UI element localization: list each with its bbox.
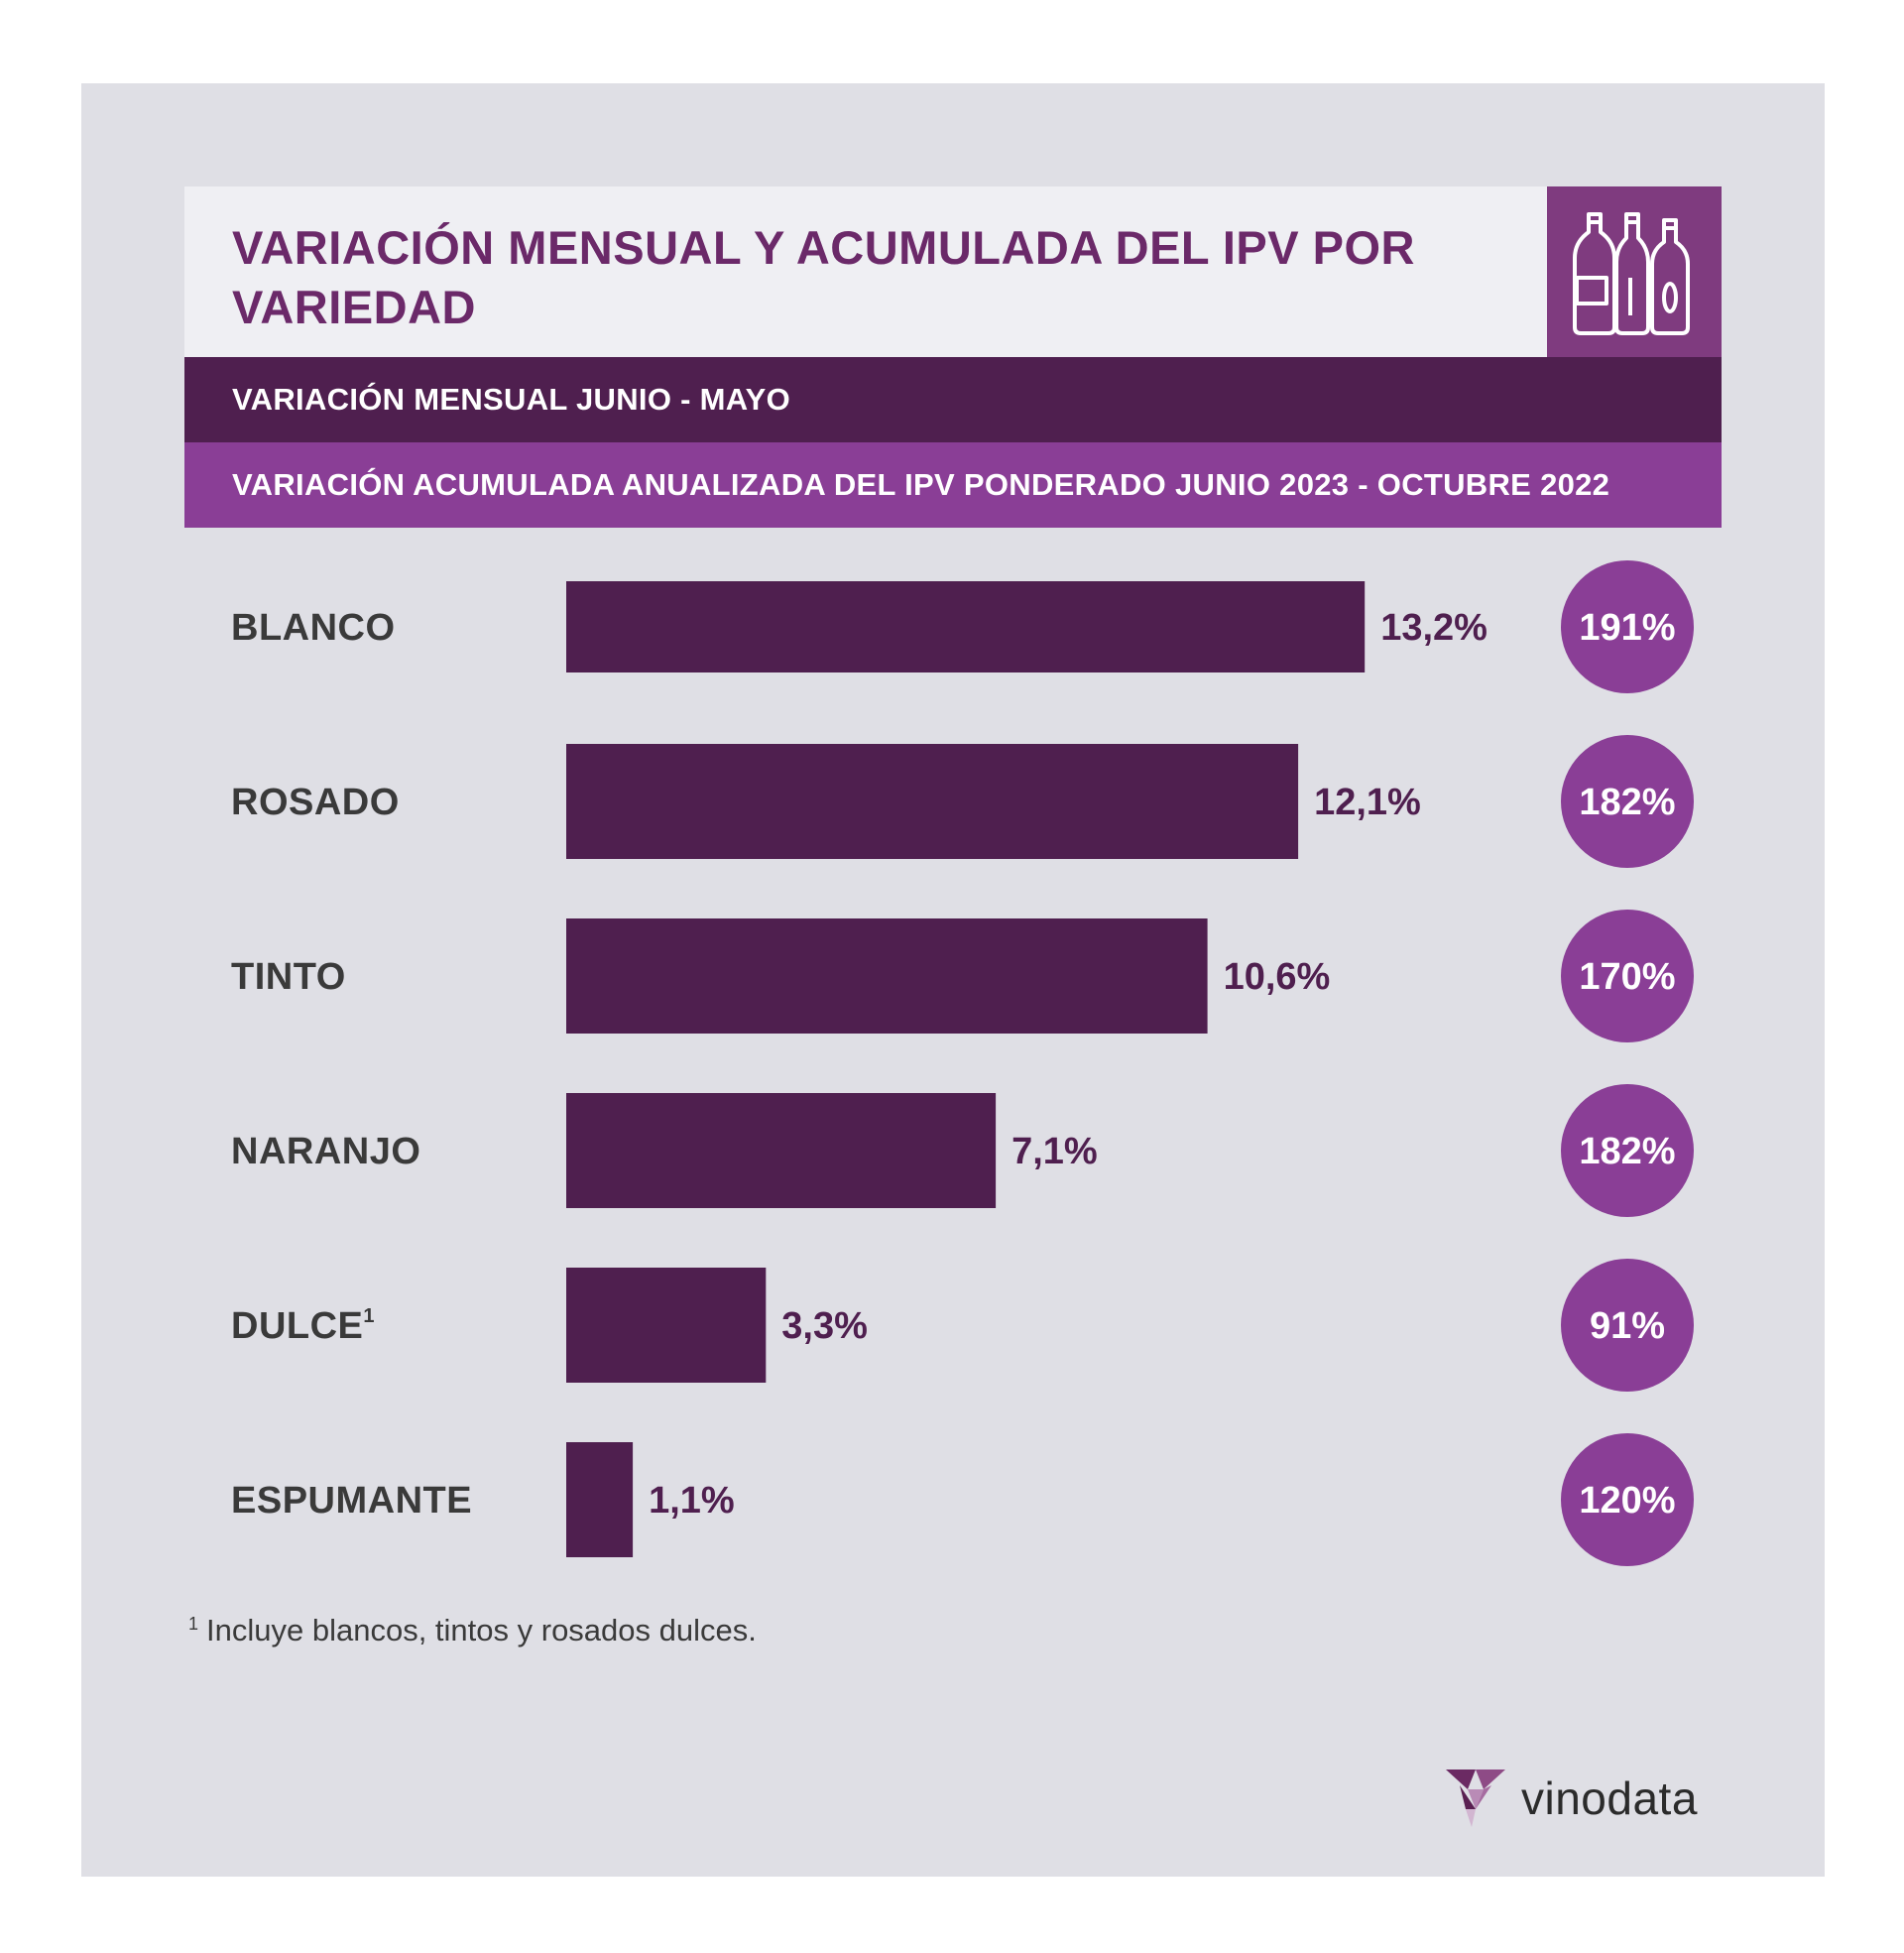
category-label-dulce: DULCE1: [231, 1305, 375, 1347]
bar-tinto: [566, 918, 1208, 1034]
bar-dulce: [566, 1268, 767, 1383]
cumulative-circle-blanco: [1561, 560, 1694, 693]
category-footnote-mark: 1: [363, 1305, 375, 1327]
cumulative-circle-tinto: [1561, 910, 1694, 1042]
category-label-naranjo: NARANJO: [231, 1131, 420, 1172]
cumulative-label-naranjo: 182%: [1579, 1131, 1675, 1172]
chart-title: VARIACIÓN MENSUAL Y ACUMULADA DEL IPV PO…: [232, 221, 1415, 333]
legend-cumulative-label: VARIACIÓN ACUMULADA ANUALIZADA DEL IPV P…: [232, 467, 1610, 502]
value-label-tinto: 10,6%: [1224, 956, 1331, 998]
cumulative-circle-naranjo: [1561, 1084, 1694, 1217]
cumulative-circle-espumante: [1561, 1433, 1694, 1566]
category-label-rosado: ROSADO: [231, 782, 400, 823]
category-label-blanco: BLANCO: [231, 607, 396, 649]
category-label-espumante: ESPUMANTE: [231, 1480, 472, 1522]
brand-name: vinodata: [1521, 1772, 1698, 1824]
bar-naranjo: [566, 1093, 997, 1208]
wine-bottles-icon: [1547, 186, 1722, 357]
footnote-text: Incluye blancos, tintos y rosados dulces…: [206, 1613, 757, 1648]
footnote: 1 Incluye blancos, tintos y rosados dulce…: [188, 1613, 757, 1648]
bar-blanco: [566, 581, 1366, 672]
cumulative-label-rosado: 182%: [1579, 782, 1675, 823]
cumulative-circle-rosado: [1561, 735, 1694, 868]
cumulative-label-dulce: 91%: [1590, 1305, 1665, 1347]
legend-monthly-band: VARIACIÓN MENSUAL JUNIO - MAYO: [184, 357, 1722, 442]
cumulative-label-espumante: 120%: [1579, 1480, 1675, 1522]
value-label-naranjo: 7,1%: [1012, 1131, 1098, 1172]
value-label-dulce: 3,3%: [781, 1305, 868, 1347]
bar-rosado: [566, 744, 1299, 859]
vinodata-logo-icon: [1446, 1770, 1505, 1827]
category-label-tinto: TINTO: [231, 956, 346, 998]
cumulative-label-blanco: 191%: [1579, 607, 1675, 649]
bar-espumante: [566, 1442, 634, 1557]
title-box: VARIACIÓN MENSUAL Y ACUMULADA DEL IPV PO…: [184, 186, 1547, 357]
footnote-mark: 1: [188, 1613, 199, 1634]
cumulative-label-tinto: 170%: [1579, 956, 1675, 998]
value-label-espumante: 1,1%: [649, 1480, 735, 1522]
legend-cumulative-band: VARIACIÓN ACUMULADA ANUALIZADA DEL IPV P…: [184, 442, 1722, 528]
legend-monthly-label: VARIACIÓN MENSUAL JUNIO - MAYO: [232, 382, 791, 417]
value-label-rosado: 12,1%: [1314, 782, 1421, 823]
value-label-blanco: 13,2%: [1380, 607, 1488, 649]
cumulative-circle-dulce: [1561, 1259, 1694, 1392]
